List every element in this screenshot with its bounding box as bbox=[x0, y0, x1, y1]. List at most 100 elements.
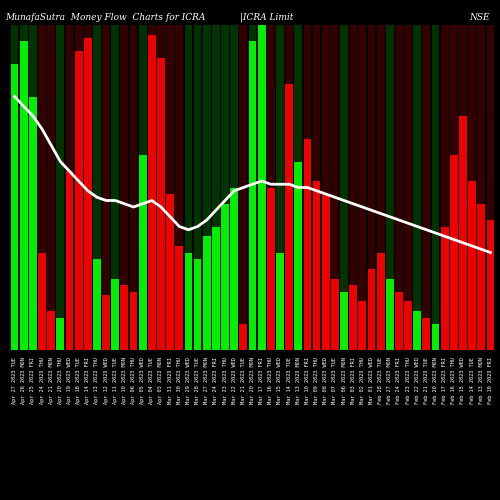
Text: Mar 06 2023 MON: Mar 06 2023 MON bbox=[342, 358, 346, 405]
Bar bbox=[176, 246, 183, 350]
Text: Mar 15 2023 WED: Mar 15 2023 WED bbox=[278, 358, 282, 405]
Bar bbox=[29, 25, 37, 350]
Bar bbox=[66, 171, 74, 350]
Bar bbox=[102, 294, 110, 350]
Bar bbox=[29, 96, 37, 350]
Bar bbox=[468, 25, 476, 350]
Bar bbox=[450, 155, 458, 350]
Text: Feb 14 2023 TUE: Feb 14 2023 TUE bbox=[470, 358, 474, 405]
Bar bbox=[203, 236, 210, 350]
Bar bbox=[441, 25, 448, 350]
Text: Feb 27 2023 MON: Feb 27 2023 MON bbox=[388, 358, 392, 405]
Text: Feb 17 2023 FRI: Feb 17 2023 FRI bbox=[442, 358, 447, 405]
Text: Mar 27 2023 MON: Mar 27 2023 MON bbox=[204, 358, 209, 405]
Text: Mar 13 2023 MON: Mar 13 2023 MON bbox=[296, 358, 301, 405]
Bar bbox=[422, 318, 430, 350]
Bar bbox=[194, 259, 202, 350]
Bar bbox=[184, 25, 192, 350]
Bar bbox=[276, 252, 284, 350]
Bar bbox=[267, 188, 274, 350]
Bar bbox=[20, 25, 28, 350]
Text: Mar 20 2023 MON: Mar 20 2023 MON bbox=[250, 358, 255, 405]
Bar bbox=[139, 25, 146, 350]
Text: Mar 03 2023 FRI: Mar 03 2023 FRI bbox=[350, 358, 356, 405]
Bar bbox=[340, 25, 348, 350]
Text: Mar 29 2023 WED: Mar 29 2023 WED bbox=[186, 358, 191, 405]
Bar bbox=[322, 25, 330, 350]
Bar bbox=[120, 285, 128, 350]
Bar bbox=[176, 25, 183, 350]
Bar bbox=[486, 25, 494, 350]
Text: Mar 02 2023 THU: Mar 02 2023 THU bbox=[360, 358, 365, 405]
Bar bbox=[56, 25, 64, 350]
Bar bbox=[20, 42, 28, 350]
Bar bbox=[248, 25, 256, 350]
Bar bbox=[221, 25, 229, 350]
Bar bbox=[459, 25, 467, 350]
Bar bbox=[350, 285, 357, 350]
Bar bbox=[322, 194, 330, 350]
Bar bbox=[130, 25, 138, 350]
Text: Mar 30 2023 THU: Mar 30 2023 THU bbox=[177, 358, 182, 405]
Bar bbox=[38, 25, 46, 350]
Bar bbox=[203, 25, 210, 350]
Bar bbox=[84, 38, 92, 350]
Text: Mar 22 2023 WED: Mar 22 2023 WED bbox=[232, 358, 236, 405]
Text: Apr 26 2023 MON: Apr 26 2023 MON bbox=[21, 358, 26, 405]
Bar bbox=[56, 318, 64, 350]
Bar bbox=[157, 25, 165, 350]
Text: Feb 15 2023 WED: Feb 15 2023 WED bbox=[460, 358, 466, 405]
Bar bbox=[10, 25, 18, 350]
Bar bbox=[258, 25, 266, 350]
Text: Feb 10 2023 FRI: Feb 10 2023 FRI bbox=[488, 358, 493, 405]
Bar bbox=[194, 25, 202, 350]
Bar bbox=[38, 252, 46, 350]
Text: Mar 23 2023 THU: Mar 23 2023 THU bbox=[222, 358, 228, 405]
Bar bbox=[10, 64, 18, 350]
Bar bbox=[441, 226, 448, 350]
Bar bbox=[112, 25, 119, 350]
Bar bbox=[312, 25, 320, 350]
Text: Apr 24 2023 THU: Apr 24 2023 THU bbox=[40, 358, 44, 405]
Bar bbox=[93, 259, 101, 350]
Bar bbox=[478, 25, 485, 350]
Bar bbox=[450, 25, 458, 350]
Text: Apr 27 2023 TUE: Apr 27 2023 TUE bbox=[12, 358, 17, 405]
Bar bbox=[230, 188, 238, 350]
Text: Apr 21 2023 MON: Apr 21 2023 MON bbox=[48, 358, 54, 405]
Bar bbox=[212, 25, 220, 350]
Text: Mar 17 2023 FRI: Mar 17 2023 FRI bbox=[259, 358, 264, 405]
Text: Feb 23 2023 THU: Feb 23 2023 THU bbox=[406, 358, 410, 405]
Bar bbox=[84, 25, 92, 350]
Bar bbox=[258, 25, 266, 350]
Bar bbox=[395, 292, 403, 350]
Bar bbox=[368, 269, 376, 350]
Text: Apr 18 2023 TUE: Apr 18 2023 TUE bbox=[76, 358, 81, 405]
Bar bbox=[276, 25, 284, 350]
Text: Mar 21 2023 TUE: Mar 21 2023 TUE bbox=[241, 358, 246, 405]
Text: Apr 06 2023 THU: Apr 06 2023 THU bbox=[131, 358, 136, 405]
Text: Feb 20 2023 MON: Feb 20 2023 MON bbox=[433, 358, 438, 405]
Bar bbox=[93, 25, 101, 350]
Bar bbox=[414, 311, 421, 350]
Bar bbox=[248, 42, 256, 350]
Bar bbox=[166, 25, 174, 350]
Text: Mar 31 2023 FRI: Mar 31 2023 FRI bbox=[168, 358, 172, 405]
Bar bbox=[48, 311, 55, 350]
Bar bbox=[376, 25, 384, 350]
Bar bbox=[386, 25, 394, 350]
Bar bbox=[486, 220, 494, 350]
Bar bbox=[139, 155, 146, 350]
Text: Mar 08 2023 WED: Mar 08 2023 WED bbox=[323, 358, 328, 405]
Text: |ICRA Limit: |ICRA Limit bbox=[240, 12, 294, 22]
Text: Feb 24 2023 FRI: Feb 24 2023 FRI bbox=[396, 358, 402, 405]
Bar bbox=[422, 25, 430, 350]
Text: Mar 09 2023 THU: Mar 09 2023 THU bbox=[314, 358, 319, 405]
Bar bbox=[285, 84, 293, 350]
Text: Mar 07 2023 TUE: Mar 07 2023 TUE bbox=[332, 358, 338, 405]
Bar bbox=[166, 194, 174, 350]
Bar bbox=[148, 35, 156, 350]
Bar bbox=[294, 162, 302, 350]
Text: MunafaSutra  Money Flow  Charts for ICRA: MunafaSutra Money Flow Charts for ICRA bbox=[5, 12, 205, 22]
Bar bbox=[386, 278, 394, 350]
